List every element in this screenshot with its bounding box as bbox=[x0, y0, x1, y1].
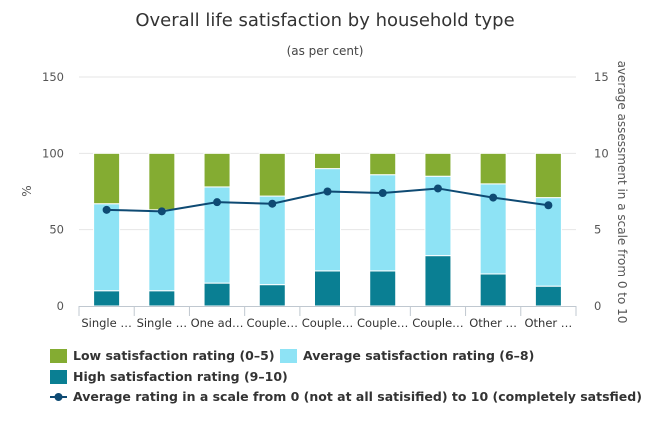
legend-swatch-marker bbox=[54, 393, 63, 401]
bar-segment bbox=[314, 152, 341, 170]
line-point bbox=[268, 199, 277, 208]
line-point bbox=[102, 205, 111, 214]
bar-segment bbox=[314, 270, 341, 307]
line-point bbox=[157, 207, 166, 216]
bar-segment bbox=[93, 203, 121, 292]
line-point bbox=[323, 187, 332, 196]
x-tick-label: One ad… bbox=[191, 316, 244, 330]
bar-segment bbox=[258, 195, 286, 286]
legend-swatch bbox=[50, 349, 67, 363]
line-point bbox=[433, 184, 442, 193]
x-tick-label: Single … bbox=[81, 316, 132, 330]
legend-label: Average rating in a scale from 0 (not at… bbox=[73, 389, 642, 404]
bar-segment bbox=[424, 152, 452, 177]
y-axis-title: % bbox=[20, 185, 34, 196]
bar-segment bbox=[424, 255, 452, 307]
bar-segment bbox=[534, 152, 562, 199]
bar-segment bbox=[93, 152, 121, 205]
bar-segment bbox=[314, 168, 341, 272]
bar-segment bbox=[148, 290, 176, 307]
bar-segment bbox=[93, 290, 121, 307]
y2-tick-label: 10 bbox=[594, 146, 609, 160]
bar-segment bbox=[534, 285, 562, 307]
bar-segment bbox=[203, 152, 231, 188]
bars bbox=[93, 152, 562, 307]
y2-tick-label: 15 bbox=[594, 70, 609, 84]
x-tick-label: Single … bbox=[137, 316, 188, 330]
bar-segment bbox=[148, 209, 176, 292]
bar-segment bbox=[148, 152, 176, 211]
line-point bbox=[489, 193, 498, 202]
legend-label: Low satisfaction rating (0–5) bbox=[73, 348, 275, 363]
legend-label: High satisfaction rating (9–10) bbox=[73, 369, 288, 384]
y2-axis-title: average assessment in a scale from 0 to … bbox=[615, 61, 629, 324]
legend-label: Average satisfaction rating (6–8) bbox=[303, 348, 534, 363]
x-tick-label: Couple… bbox=[357, 316, 408, 330]
y-tick-label: 150 bbox=[42, 70, 64, 84]
bar-segment bbox=[369, 270, 397, 307]
chart-title: Overall life satisfaction by household t… bbox=[135, 10, 514, 31]
y-tick-label: 50 bbox=[49, 223, 64, 237]
average-rating-line bbox=[102, 184, 553, 216]
x-tick-label: Other … bbox=[469, 316, 517, 330]
bar-segment bbox=[203, 282, 231, 307]
line-point bbox=[378, 189, 387, 198]
legend-swatch bbox=[50, 370, 67, 384]
chart-subtitle: (as per cent) bbox=[287, 44, 364, 58]
x-tick-label: Couple… bbox=[412, 316, 463, 330]
y2-tick-label: 0 bbox=[594, 299, 601, 313]
line-point bbox=[213, 198, 222, 207]
bar-segment bbox=[258, 152, 286, 197]
x-tick-label: Couple… bbox=[247, 316, 298, 330]
bar-segment bbox=[479, 152, 507, 185]
bar-segment bbox=[479, 273, 507, 307]
bar-segment bbox=[369, 152, 397, 176]
x-tick-label: Couple… bbox=[302, 316, 353, 330]
legend-swatch bbox=[280, 349, 297, 363]
y2-tick-label: 5 bbox=[594, 223, 601, 237]
bar-segment bbox=[534, 197, 562, 287]
line-point bbox=[544, 201, 553, 210]
y-tick-label: 100 bbox=[42, 146, 64, 160]
y-tick-label: 0 bbox=[57, 299, 64, 313]
legend: Low satisfaction rating (0–5) Average sat… bbox=[50, 348, 642, 404]
bar-segment bbox=[258, 284, 286, 307]
x-tick-label: Other … bbox=[524, 316, 572, 330]
